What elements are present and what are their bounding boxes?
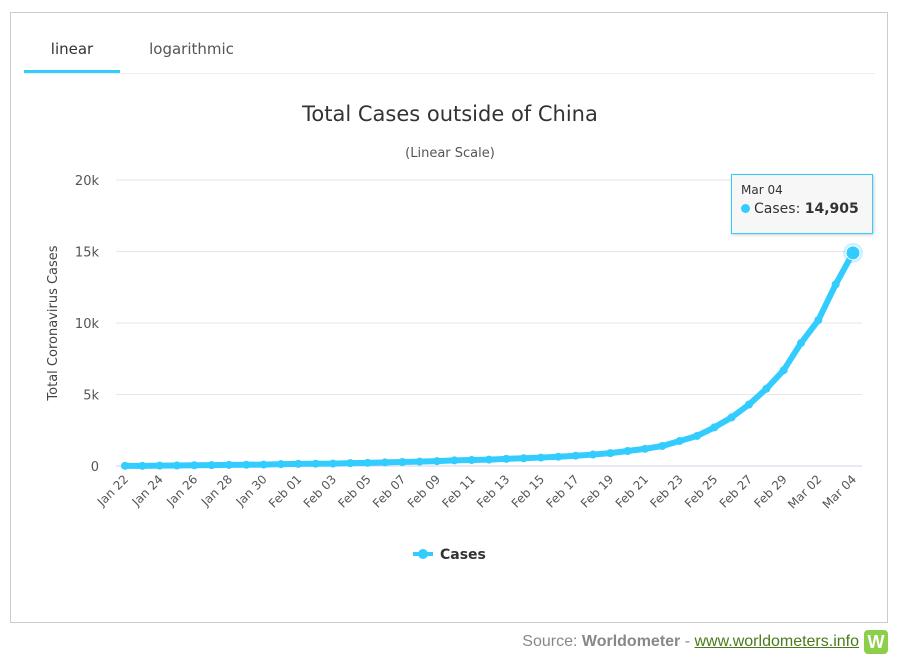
tooltip-date: Mar 04 bbox=[741, 183, 783, 197]
source-credit: Source: Worldometer - www.worldometers.i… bbox=[522, 633, 859, 651]
worldometer-logo[interactable]: W bbox=[864, 630, 888, 654]
data-point bbox=[329, 459, 337, 468]
data-point bbox=[485, 455, 493, 464]
data-point bbox=[675, 436, 684, 445]
source-sep: - bbox=[680, 633, 695, 650]
data-point bbox=[242, 460, 251, 469]
source-prefix: Source: bbox=[522, 633, 582, 650]
data-point bbox=[693, 431, 701, 440]
data-point bbox=[277, 460, 285, 469]
chart-container bbox=[10, 12, 888, 623]
data-point bbox=[831, 280, 840, 289]
data-point bbox=[294, 459, 303, 468]
y-tick-label: 20k bbox=[75, 174, 100, 189]
data-point bbox=[190, 461, 199, 470]
tooltip-series: Cases bbox=[754, 201, 796, 217]
x-tick-label: Feb 01 bbox=[266, 472, 304, 510]
data-point bbox=[363, 458, 372, 467]
data-point bbox=[207, 461, 216, 470]
x-tick-label: Jan 24 bbox=[129, 472, 166, 509]
x-tick-label: Feb 03 bbox=[301, 472, 339, 510]
x-tick-label: Jan 22 bbox=[94, 472, 131, 509]
tooltip: Mar 04 Cases: 14,905 bbox=[731, 174, 873, 234]
data-point bbox=[381, 458, 389, 467]
x-tick-label: Feb 19 bbox=[578, 472, 616, 510]
data-point bbox=[138, 461, 147, 470]
x-tick-label: Jan 26 bbox=[163, 472, 200, 509]
y-tick-label: 10k bbox=[75, 317, 100, 332]
data-point bbox=[155, 461, 164, 470]
data-point bbox=[571, 451, 580, 460]
x-tick-label: Feb 17 bbox=[543, 472, 581, 510]
data-point bbox=[415, 457, 424, 466]
tab-linear[interactable]: linear bbox=[24, 30, 120, 73]
data-point bbox=[433, 457, 441, 466]
x-tick-label: Feb 15 bbox=[509, 472, 547, 510]
data-point bbox=[259, 460, 268, 469]
data-point bbox=[779, 366, 788, 375]
data-point bbox=[537, 453, 545, 462]
chart-subtitle: (Linear Scale) bbox=[405, 146, 495, 161]
legend-cases[interactable]: Cases bbox=[413, 547, 486, 563]
source-name: Worldometer bbox=[581, 633, 681, 650]
x-tick-label: Feb 09 bbox=[405, 472, 443, 510]
data-point bbox=[745, 400, 753, 409]
data-point bbox=[727, 413, 736, 422]
data-point bbox=[346, 459, 355, 468]
series-line-cases bbox=[124, 251, 856, 469]
hover-point bbox=[845, 245, 861, 261]
data-point bbox=[121, 461, 129, 470]
tab-logarithmic[interactable]: logarithmic bbox=[149, 40, 234, 58]
scale-tabs: linear logarithmic bbox=[24, 30, 875, 74]
data-point bbox=[398, 457, 407, 466]
chart-svg: Total Cases outside of China (Linear Sca… bbox=[46, 102, 863, 563]
legend-marker bbox=[418, 549, 428, 559]
x-tick-label: Feb 21 bbox=[613, 472, 651, 510]
data-point bbox=[225, 460, 233, 469]
x-tick-label: Feb 13 bbox=[474, 472, 512, 510]
y-tick-label: 5k bbox=[83, 389, 99, 404]
y-tick-label: 0 bbox=[91, 460, 99, 475]
x-tick-label: Feb 07 bbox=[370, 472, 408, 510]
data-point bbox=[502, 454, 511, 463]
x-tick-label: Feb 27 bbox=[717, 472, 755, 510]
x-tick-label: Feb 11 bbox=[439, 472, 477, 510]
data-point bbox=[450, 456, 459, 465]
legend-label: Cases bbox=[440, 547, 486, 563]
x-tick-label: Feb 05 bbox=[335, 472, 373, 510]
x-tick-label: Feb 23 bbox=[647, 472, 685, 510]
data-point bbox=[814, 316, 823, 325]
x-tick-label: Feb 29 bbox=[751, 472, 789, 510]
x-tick-label: Mar 02 bbox=[785, 472, 824, 511]
x-tick-label: Jan 28 bbox=[198, 472, 235, 509]
data-point bbox=[173, 461, 181, 470]
data-point bbox=[589, 450, 597, 459]
data-point bbox=[467, 455, 476, 464]
x-tick-label: Mar 04 bbox=[820, 472, 859, 511]
data-point bbox=[606, 449, 615, 458]
data-point bbox=[710, 423, 719, 432]
data-point bbox=[311, 459, 320, 468]
y-axis-label: Total Coronavirus Cases bbox=[46, 245, 61, 401]
x-tick-label: Feb 25 bbox=[682, 472, 720, 510]
data-point bbox=[554, 452, 563, 461]
data-point bbox=[623, 446, 632, 455]
data-point bbox=[762, 384, 771, 393]
x-tick-label: Jan 30 bbox=[233, 472, 270, 509]
data-point bbox=[797, 339, 805, 348]
data-point bbox=[658, 441, 667, 450]
tooltip-dot bbox=[741, 204, 750, 213]
source-link[interactable]: www.worldometers.info bbox=[694, 633, 860, 650]
chart-title: Total Cases outside of China bbox=[301, 102, 598, 126]
data-point bbox=[519, 454, 528, 463]
tooltip-value: 14,905 bbox=[804, 201, 859, 217]
y-tick-label: 15k bbox=[75, 246, 100, 261]
data-point bbox=[641, 444, 649, 453]
